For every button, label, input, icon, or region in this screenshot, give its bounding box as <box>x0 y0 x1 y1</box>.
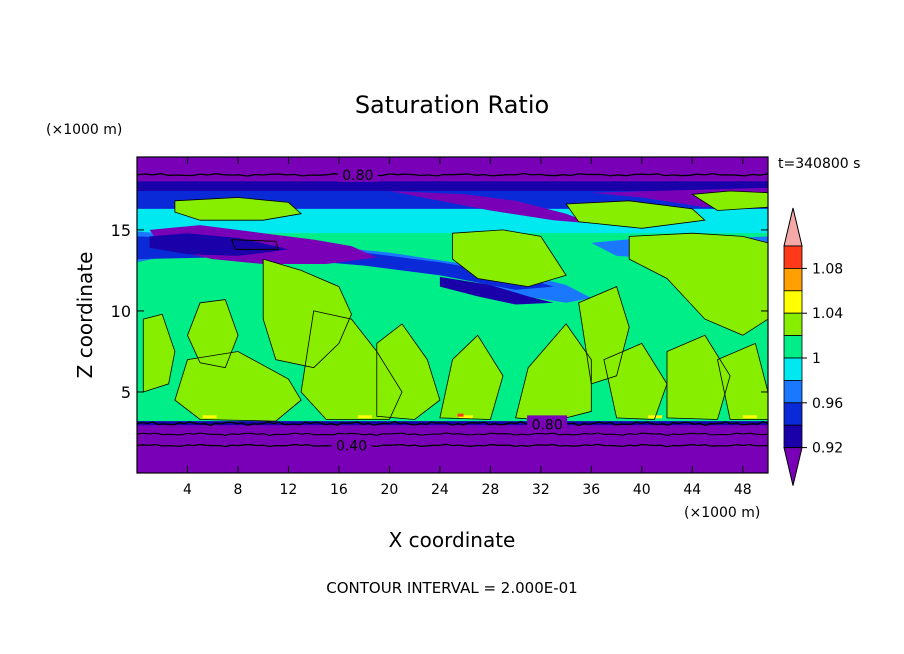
contour-040-lower <box>137 443 768 448</box>
lime-contour-1 <box>174 197 302 221</box>
lime-contour-11 <box>376 323 441 420</box>
x-axis-ticks: 4 8 12 16 20 24 28 32 36 40 44 48 <box>183 157 752 498</box>
colorbar-cell <box>783 245 803 269</box>
colorbar-top-arrow <box>783 207 803 247</box>
red-spot-1 <box>457 413 464 417</box>
lime-contour-12 <box>439 334 504 420</box>
contour-lines <box>137 172 768 448</box>
yellow-spot-1 <box>202 415 217 419</box>
contour-label-3: 0.40 <box>336 438 367 454</box>
lime-contour-6 <box>262 258 352 369</box>
lime-region-16 <box>667 335 731 420</box>
y-tick-label: 5 <box>121 383 131 402</box>
x-tick-label: 24 <box>431 482 449 498</box>
lime-region-5 <box>629 233 768 336</box>
lime-region-8 <box>143 314 175 392</box>
contour-080-upper <box>137 172 768 177</box>
x-tick-label: 36 <box>582 482 600 498</box>
colorbar-label: 1.04 <box>812 306 843 322</box>
yellow-spot-3 <box>458 415 473 419</box>
colorbar-bottom-arrow <box>783 447 803 486</box>
lime-contour-5 <box>628 232 768 336</box>
colorbar-cell <box>783 312 803 337</box>
lime-region-17 <box>717 343 768 420</box>
contour-interval-note: CONTOUR INTERVAL = 2.000E-01 <box>326 579 577 597</box>
contour-060-lower <box>137 432 768 436</box>
lime-region-3 <box>692 191 768 211</box>
lime-contour-7 <box>187 299 239 369</box>
x-unit-label: (×1000 m) <box>684 505 760 521</box>
lime-region-11 <box>376 323 440 420</box>
x-tick-label: 32 <box>532 482 550 498</box>
y-axis-ticks: 5 10 15 <box>111 221 768 402</box>
lime-contour-15 <box>603 342 668 420</box>
contour-labels: 0.80 0.80 0.40 <box>331 165 568 454</box>
colorbar-label: 0.96 <box>812 396 843 412</box>
y-tick-label: 10 <box>111 302 131 321</box>
colorbar-cell <box>783 424 803 449</box>
contour-label-1: 0.80 <box>342 168 373 184</box>
x-axis-label: X coordinate <box>389 528 516 552</box>
boundary-dark-band <box>137 421 768 426</box>
x-tick-label: 44 <box>683 482 701 498</box>
yellow-spot-2 <box>357 415 372 419</box>
lime-region-2 <box>566 200 705 229</box>
x-tick-label: 28 <box>481 482 499 498</box>
contour-label-bg-3 <box>331 436 372 453</box>
upper-dry-core-edge <box>149 233 289 256</box>
colorbar-cell <box>783 267 803 292</box>
lime-contour-10 <box>300 310 403 420</box>
colorbar-label: 0.92 <box>812 441 843 457</box>
yellow-spot-5 <box>742 415 757 419</box>
contour-080-lower <box>137 420 768 427</box>
lime-contour-8 <box>142 313 176 393</box>
colorbar-cell <box>783 379 803 404</box>
x-tick-label: 4 <box>183 482 192 498</box>
x-tick-label: 40 <box>633 482 651 498</box>
colorbar-cell <box>783 290 803 314</box>
lime-region-12 <box>439 335 503 420</box>
lime-region-4 <box>452 229 567 287</box>
colorbar: 1.08 1.04 1 0.96 0.92 <box>783 207 843 486</box>
top-dry-wedge-1 <box>389 191 592 224</box>
x-tick-label: 48 <box>734 482 752 498</box>
colorbar-cell <box>783 357 803 381</box>
lime-contour-3 <box>691 190 768 211</box>
lime-contour-16 <box>666 334 731 420</box>
lime-contour-2 <box>565 200 706 229</box>
colorbar-cell <box>783 402 803 426</box>
contour-label-2: 0.80 <box>532 417 563 433</box>
mid-dark-streak <box>439 276 554 305</box>
lower-dry-layer <box>137 424 768 473</box>
x-tick-label: 16 <box>330 482 348 498</box>
lime-contour-4 <box>452 229 567 288</box>
time-label: t=340800 s <box>778 156 860 172</box>
colorbar-label: 1.08 <box>812 261 843 277</box>
lime-contour-9 <box>174 351 302 422</box>
x-tick-label: 8 <box>233 482 242 498</box>
contour-label-bg-2 <box>527 415 568 432</box>
lime-region-1 <box>174 197 302 221</box>
plot-frame <box>136 156 769 474</box>
x-tick-label: 12 <box>280 482 298 498</box>
y-unit-label: (×1000 m) <box>46 122 122 138</box>
y-axis-label: Z coordinate <box>73 252 97 379</box>
chart-title: Saturation Ratio <box>355 91 549 119</box>
lime-contour-17 <box>717 342 768 420</box>
colorbar-cell <box>783 335 803 359</box>
upper-dry-contour <box>230 239 279 250</box>
lime-region-13 <box>515 323 592 422</box>
colorbar-label: 1 <box>812 351 821 367</box>
dark-blue-band-upper <box>137 181 768 192</box>
y-tick-label: 15 <box>111 221 131 240</box>
x-tick-label: 20 <box>380 482 398 498</box>
lime-contour-13 <box>515 323 592 422</box>
lime-region-7 <box>187 299 238 368</box>
contour-label-bg-1 <box>337 165 378 182</box>
